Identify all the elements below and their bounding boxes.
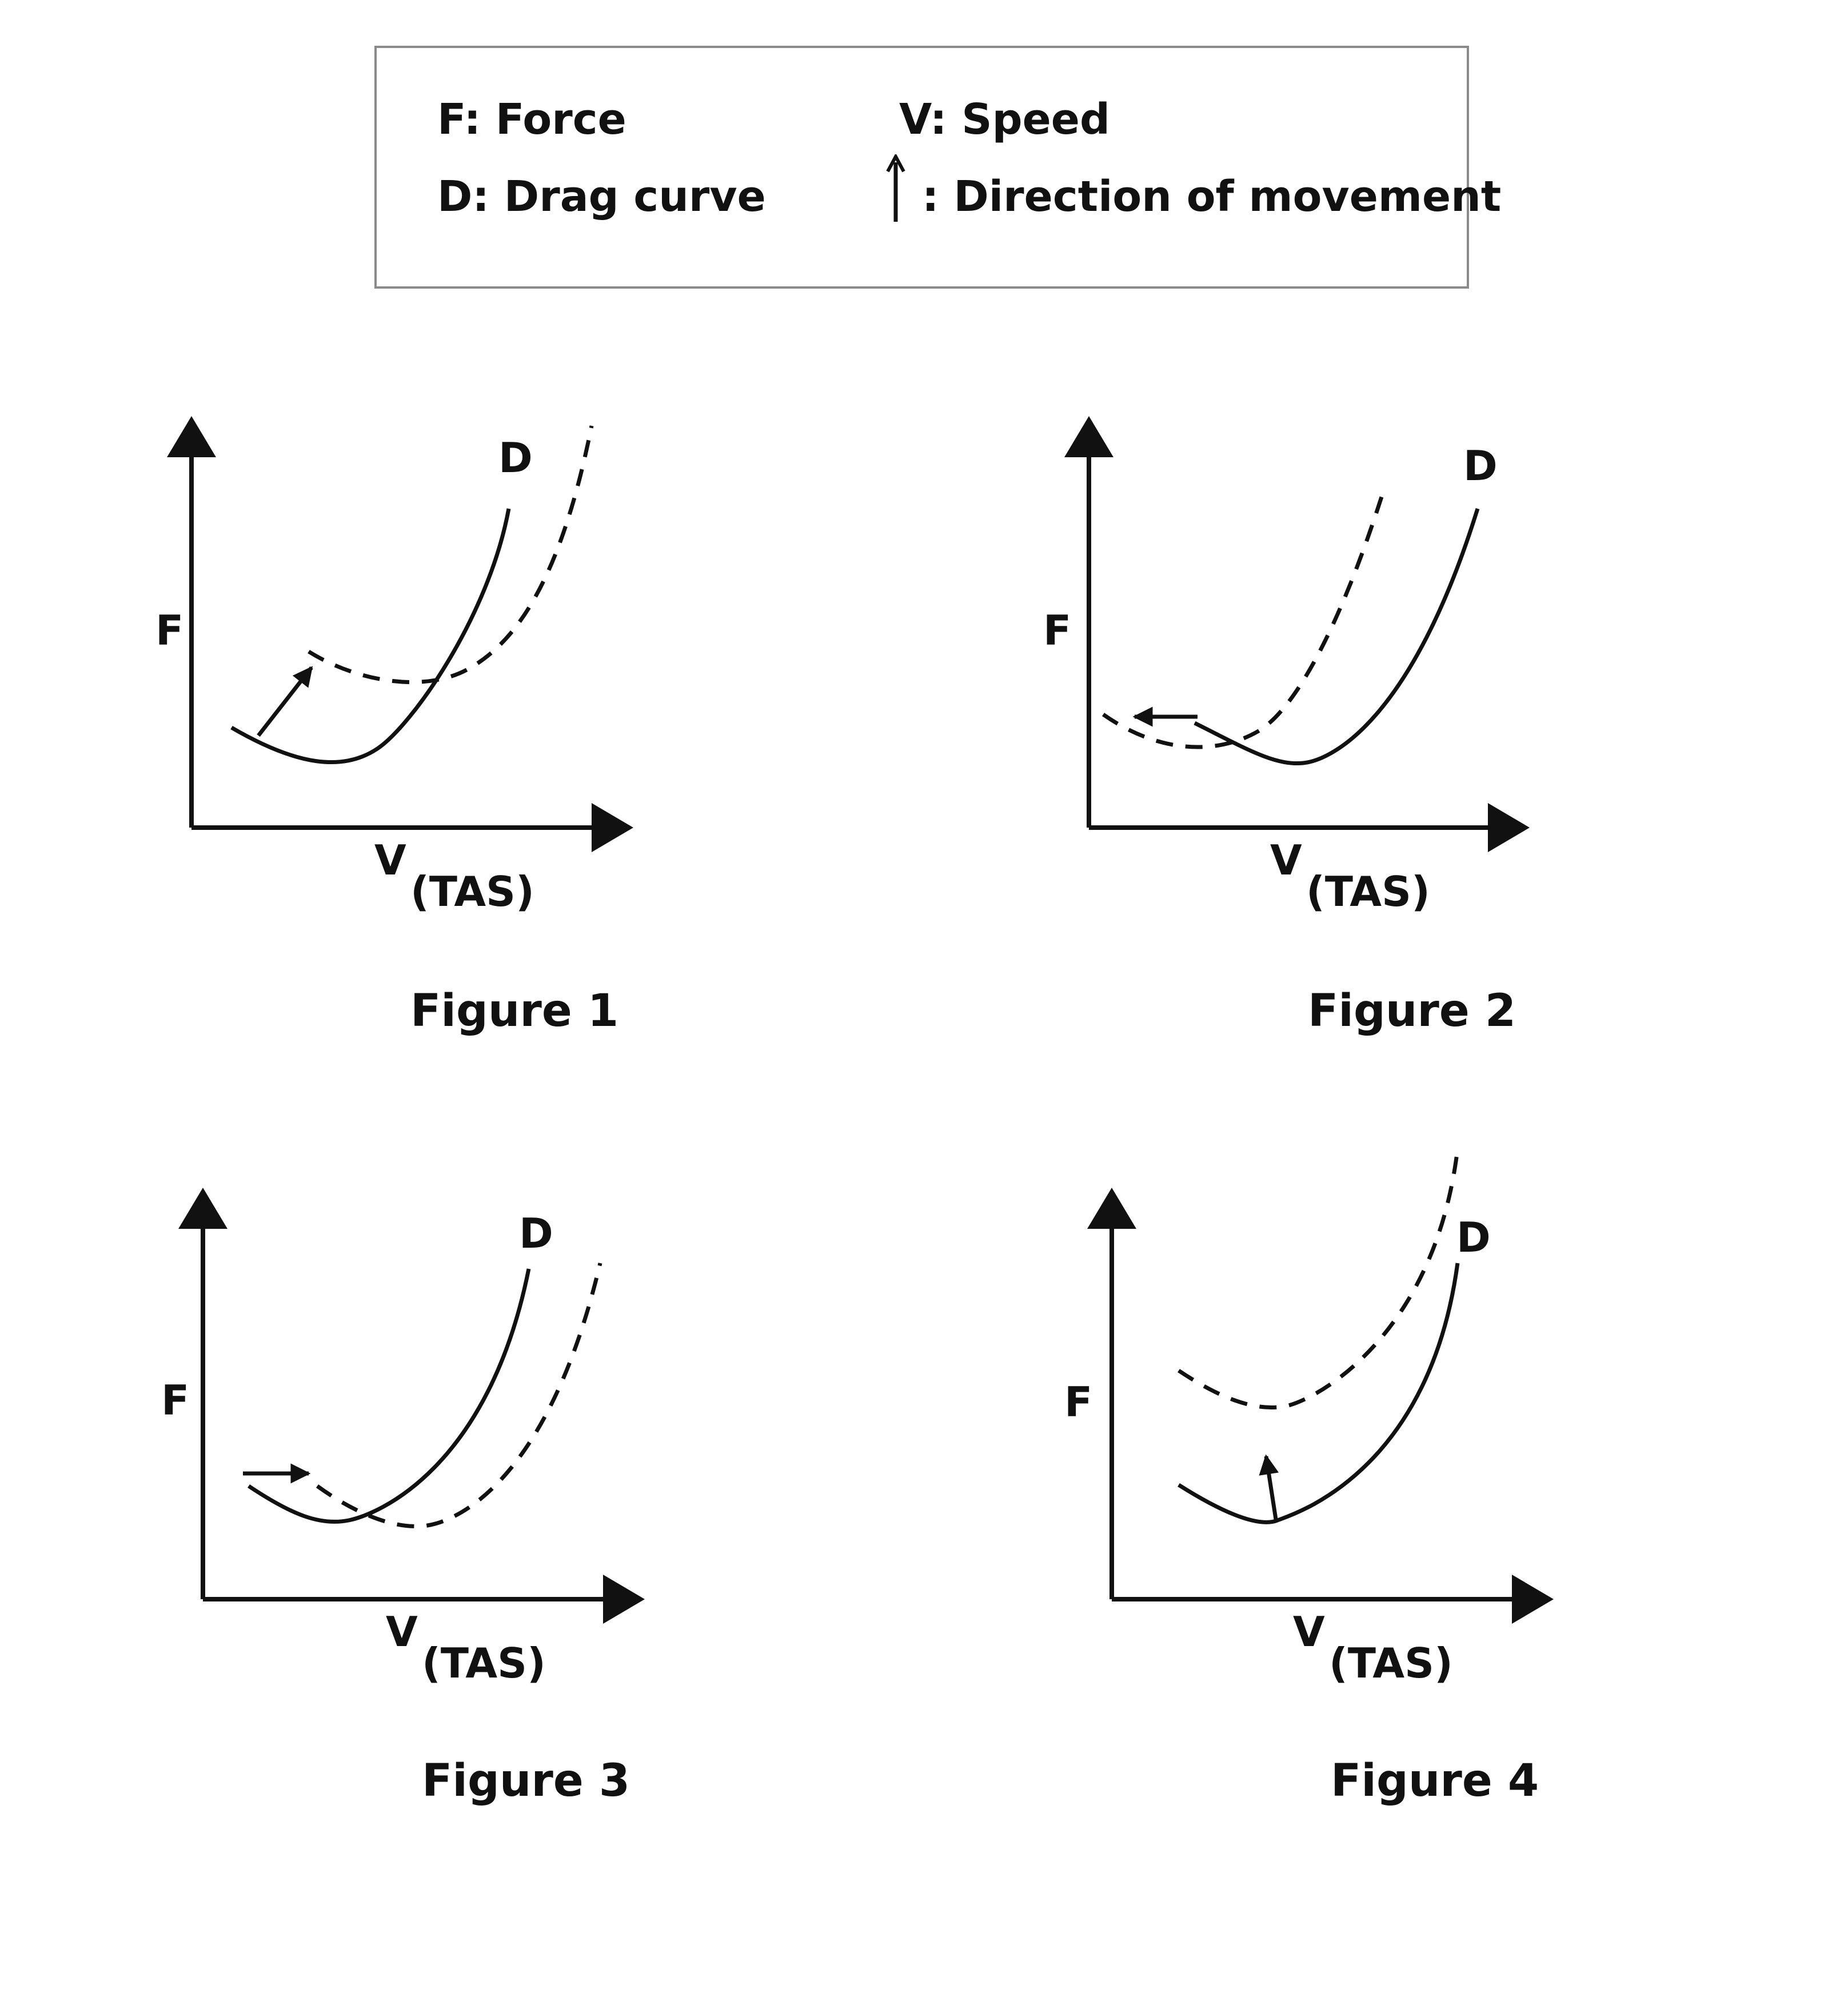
- figure-4-y-label: F: [1064, 1378, 1092, 1426]
- figure-3-drag-curve: [248, 1268, 531, 1524]
- figure-1-caption: Figure 1: [410, 985, 618, 1037]
- figure-2-x-subscript: (TAS): [1306, 868, 1430, 916]
- legend-speed: V: Speed: [899, 95, 1110, 144]
- figure-2-curve-label: D: [1463, 442, 1498, 490]
- figure-2-drag-curve: [1194, 508, 1480, 766]
- figure-2-x-label: V: [1270, 836, 1302, 884]
- figure-1-drag-curve: [230, 508, 511, 764]
- figure-3-y-label: F: [161, 1376, 189, 1424]
- figure-1-movement-arrow: [257, 666, 313, 737]
- figure-3-x-label: V: [386, 1608, 418, 1656]
- figure-4-drag-curve: [1178, 1263, 1460, 1524]
- legend-box: [374, 46, 1469, 289]
- figure-4-axes: [1087, 1188, 1554, 1624]
- figure-1-x-label: V: [374, 836, 406, 884]
- figure-1-x-subscript: (TAS): [410, 868, 534, 916]
- figure-4-caption: Figure 4: [1331, 1755, 1539, 1807]
- figure-3: F V (TAS) D Figure 3: [161, 1188, 645, 1807]
- up-arrow-icon: [886, 154, 905, 222]
- figure-3-x-subscript: (TAS): [422, 1639, 546, 1687]
- figure-2: F V (TAS) D Figure 2: [1043, 416, 1530, 1037]
- figure-1-axes: [167, 416, 633, 852]
- legend-force: F: Force: [437, 95, 626, 144]
- figure-3-axes: [178, 1188, 645, 1624]
- legend-drag: D: Drag curve: [437, 172, 766, 221]
- figure-1-new-drag-curve: [308, 425, 594, 684]
- figure-2-y-label: F: [1043, 606, 1071, 654]
- figure-2-axes: [1064, 416, 1530, 852]
- figure-1-curve-label: D: [498, 434, 533, 482]
- figure-1: F V (TAS) D Figure 1: [155, 416, 633, 1037]
- figure-4: F V (TAS) D Figure 4: [1064, 1148, 1554, 1807]
- figure-4-movement-arrow: [1259, 1454, 1279, 1520]
- figure-3-caption: Figure 3: [422, 1755, 630, 1807]
- figure-4-x-label: V: [1293, 1608, 1325, 1656]
- figure-4-x-subscript: (TAS): [1329, 1639, 1453, 1687]
- figure-2-caption: Figure 2: [1308, 985, 1516, 1037]
- figure-3-new-drag-curve: [316, 1263, 602, 1528]
- legend-direction: : Direction of movement: [922, 172, 1502, 221]
- figure-2-new-drag-curve: [1101, 490, 1386, 749]
- figure-3-curve-label: D: [519, 1209, 553, 1257]
- figure-4-new-drag-curve: [1178, 1148, 1460, 1409]
- figure-1-y-label: F: [155, 606, 183, 654]
- figure-4-curve-label: D: [1456, 1213, 1491, 1261]
